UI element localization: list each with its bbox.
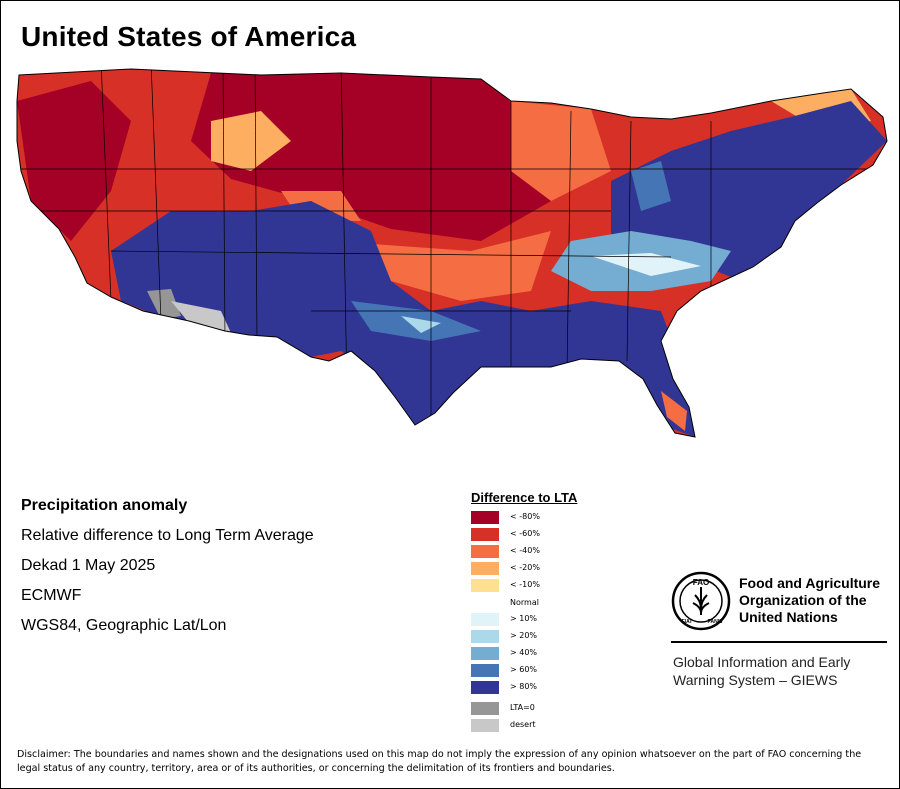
- divider: [671, 641, 887, 643]
- giews-line: Warning System – GIEWS: [673, 672, 838, 688]
- legend-title: Difference to LTA: [471, 490, 578, 505]
- legend-label: < -10%: [510, 580, 540, 589]
- legend-label: > 10%: [510, 614, 538, 623]
- legend-label: < -60%: [510, 529, 540, 538]
- legend-swatch: [471, 681, 499, 694]
- legend-swatch: [471, 719, 499, 732]
- legend-rows: < -80% < -60% < -40% < -20% < -10% Normal > 10…: [471, 510, 577, 735]
- legend-label: Normal: [510, 598, 539, 607]
- legend-item: desert: [471, 718, 577, 735]
- legend-swatch: [471, 545, 499, 558]
- fao-org-line: Organization of the: [739, 592, 867, 608]
- legend-item: Normal: [471, 595, 577, 612]
- legend-item: > 10%: [471, 612, 577, 629]
- legend-swatch: [471, 613, 499, 626]
- legend-item: < -40%: [471, 544, 577, 561]
- legend-label: > 40%: [510, 648, 538, 657]
- legend-swatch: [471, 528, 499, 541]
- legend-swatch: [471, 511, 499, 524]
- legend-swatch: [471, 562, 499, 575]
- legend-item: < -20%: [471, 561, 577, 578]
- legend-label: < -80%: [510, 512, 540, 521]
- fao-block: FAO FIAT PANIS Food and Agriculture Orga…: [671, 571, 887, 688]
- giews-line: Global Information and Early: [673, 654, 851, 670]
- legend-label: < -40%: [510, 546, 540, 555]
- legend-swatch: [471, 647, 499, 660]
- fao-org-name: Food and Agriculture Organization of the…: [739, 575, 899, 626]
- info-heading: Precipitation anomaly: [21, 497, 188, 514]
- fao-logo-ring-left: FIAT: [682, 619, 693, 625]
- info-description: Relative difference to Long Term Average: [21, 527, 314, 544]
- fao-logo-icon: FAO FIAT PANIS: [671, 571, 731, 631]
- legend-swatch: [471, 664, 499, 677]
- legend-label: > 80%: [510, 682, 538, 691]
- legend-item: > 80%: [471, 680, 577, 697]
- map-title: United States of America: [21, 21, 357, 52]
- legend-item: < -60%: [471, 527, 577, 544]
- info-date: Dekad 1 May 2025: [21, 557, 156, 574]
- fao-logo-text: FAO: [693, 578, 709, 587]
- map-info: Precipitation anomaly Relative differenc…: [21, 495, 314, 645]
- legend-item: > 40%: [471, 646, 577, 663]
- legend-item: < -80%: [471, 510, 577, 527]
- legend: Difference to LTA < -80% < -60% < -40% < -2…: [471, 490, 577, 735]
- legend-swatch: [471, 702, 499, 715]
- legend-swatch: [471, 630, 499, 643]
- fao-logo-ring-right: PANIS: [708, 619, 724, 625]
- legend-swatch: [471, 579, 499, 592]
- legend-label: desert: [510, 720, 536, 729]
- legend-item: > 20%: [471, 629, 577, 646]
- legend-label: > 60%: [510, 665, 538, 674]
- legend-item: < -10%: [471, 578, 577, 595]
- disclaimer: Disclaimer: The boundaries and names sho…: [17, 749, 862, 774]
- giews-name: Global Information and Early Warning Sys…: [673, 653, 899, 689]
- fao-org-line: United Nations: [739, 609, 838, 625]
- legend-item: > 60%: [471, 663, 577, 680]
- legend-label: < -20%: [510, 563, 540, 572]
- info-source: ECMWF: [21, 587, 82, 604]
- legend-label: LTA=0: [510, 703, 535, 712]
- info-projection: WGS84, Geographic Lat/Lon: [21, 617, 227, 634]
- fao-org-line: Food and Agriculture: [739, 575, 881, 591]
- legend-label: > 20%: [510, 631, 538, 640]
- legend-item: LTA=0: [471, 701, 577, 718]
- precipitation-map: [16, 68, 888, 438]
